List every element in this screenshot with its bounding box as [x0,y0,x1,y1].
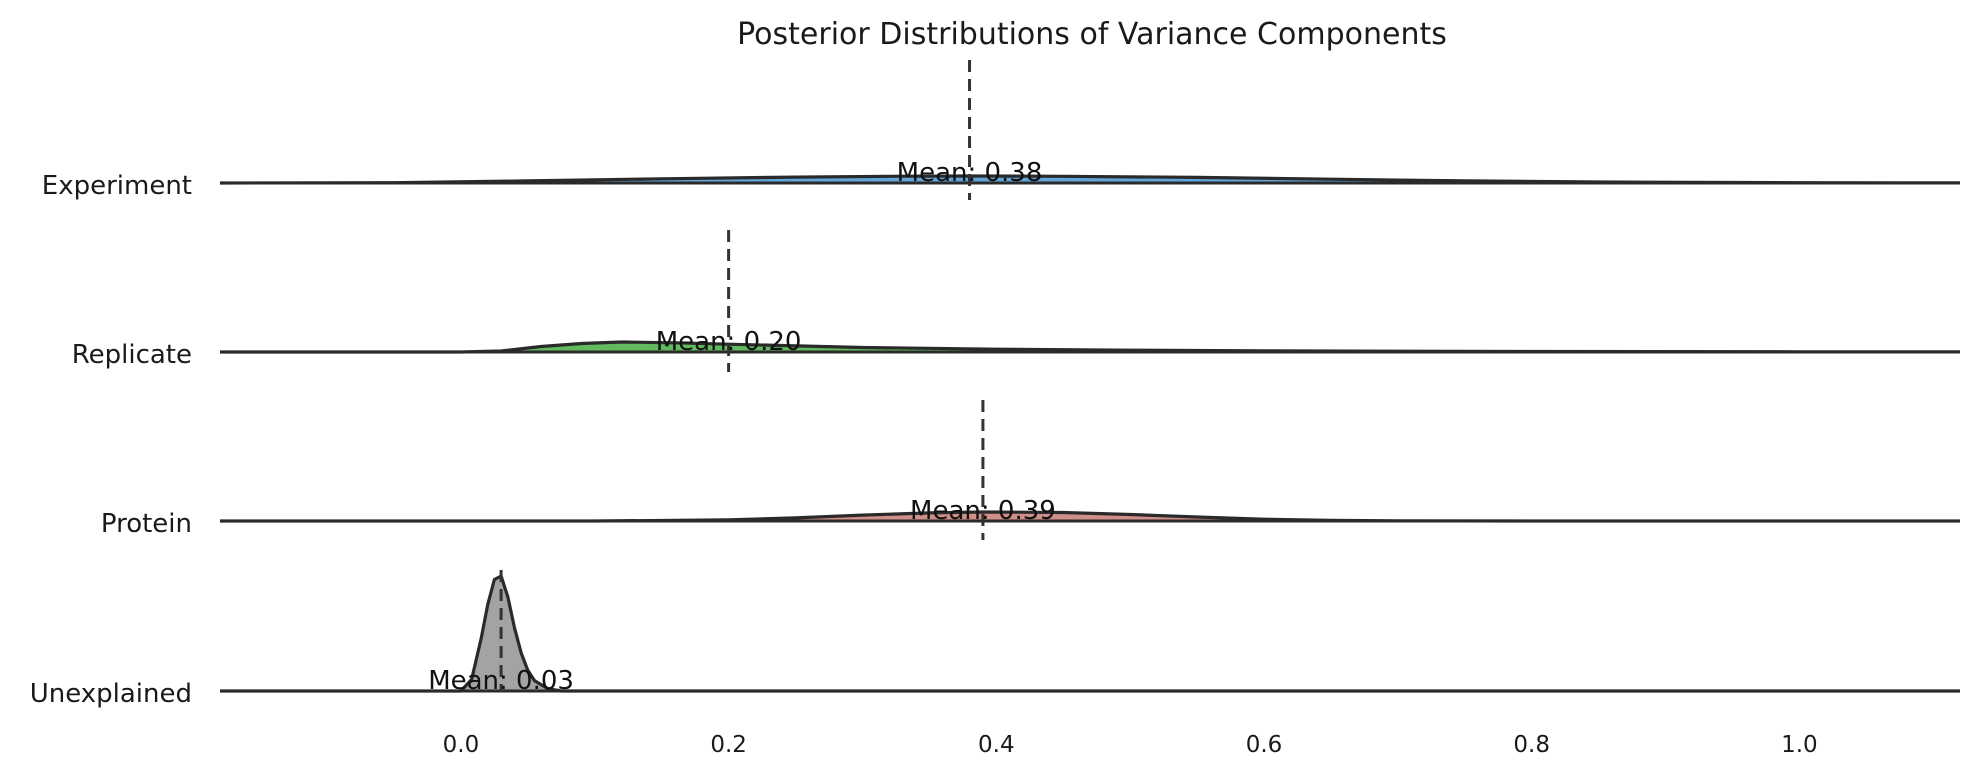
x-tick-label: 0.6 [1246,732,1283,758]
x-axis: 0.0 0.2 0.4 0.6 0.8 1.0 [443,732,1818,758]
density-fill-experiment [220,176,1960,183]
mean-label-replicate: Mean: 0.20 [656,327,802,357]
mean-label-protein: Mean: 0.39 [910,496,1056,526]
ridge-experiment: Mean: 0.38 Experiment [42,60,1961,201]
mean-label-unexplained: Mean: 0.03 [428,666,574,696]
category-label-replicate: Replicate [72,340,192,370]
chart-title: Posterior Distributions of Variance Comp… [737,17,1447,52]
ridge-protein: Mean: 0.39 Protein [101,400,1960,540]
category-label-experiment: Experiment [42,171,192,201]
category-label-protein: Protein [101,509,192,539]
ridge-replicate: Mean: 0.20 Replicate [72,230,1961,372]
x-tick-label: 0.0 [443,732,480,758]
density-fill-protein [220,512,1960,521]
x-tick-label: 0.8 [1513,732,1550,758]
x-tick-label: 0.4 [978,732,1015,758]
density-line-unexplained [220,574,1960,693]
mean-label-experiment: Mean: 0.38 [897,158,1043,188]
x-tick-label: 1.0 [1781,732,1818,758]
density-fill-replicate [220,342,1960,352]
x-tick-label: 0.2 [710,732,747,758]
ridge-unexplained: Mean: 0.03 Unexplained [30,570,1960,709]
category-label-unexplained: Unexplained [30,679,192,709]
